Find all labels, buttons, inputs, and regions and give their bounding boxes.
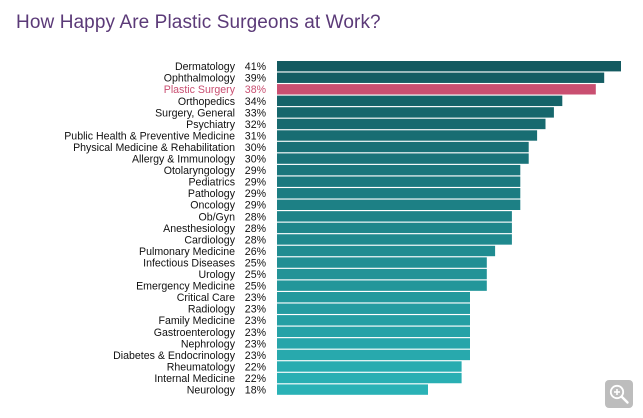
category-label-psychiatry: Psychiatry [186,119,236,131]
category-label-pulmonary-medicine: Pulmonary Medicine [139,246,235,258]
bar-diabetes-endocrinology [277,349,470,361]
bar-pediatrics [277,176,521,187]
category-label-ophthalmology: Ophthalmology [164,73,236,85]
chart-title: How Happy Are Plastic Surgeons at Work? [16,12,381,33]
category-label-infectious-diseases: Infectious Diseases [143,257,235,269]
bar-infectious-diseases [277,257,487,268]
bar-oncology [277,199,521,210]
bar-public-health-preventive-medicine [277,130,538,141]
category-label-radiology: Radiology [188,304,236,316]
value-label-radiology: 23% [245,304,267,316]
bar-rheumatology [277,361,462,372]
bar-anesthesiology [277,222,512,234]
category-label-neurology: Neurology [187,385,236,397]
category-label-ob-gyn: Ob/Gyn [198,211,235,223]
value-label-internal-medicine: 22% [245,373,267,385]
value-label-pediatrics: 29% [245,177,267,189]
value-label-physical-medicine-rehabilitation: 30% [245,142,267,154]
value-label-psychiatry: 32% [245,119,267,131]
category-label-cardiology: Cardiology [184,234,235,246]
value-label-critical-care: 23% [245,292,267,304]
category-label-nephrology: Nephrology [181,338,236,350]
category-label-orthopedics: Orthopedics [178,96,235,108]
value-label-rheumatology: 22% [245,361,267,373]
bar-allergy-immunology [277,153,529,164]
category-label-critical-care: Critical Care [177,292,235,304]
value-label-emergency-medicine: 25% [245,281,267,293]
category-label-anesthesiology: Anesthesiology [163,223,236,235]
value-label-orthopedics: 34% [245,96,267,108]
bar-pulmonary-medicine [277,245,496,257]
value-label-diabetes-endocrinology: 23% [245,350,267,362]
bar-otolaryngology [277,164,521,176]
value-label-family-medicine: 23% [245,315,267,327]
category-label-physical-medicine-rehabilitation: Physical Medicine & Rehabilitation [73,142,235,154]
value-label-cardiology: 28% [245,234,267,246]
value-label-ophthalmology: 39% [245,73,267,85]
category-label-pediatrics: Pediatrics [188,177,235,189]
bar-internal-medicine [277,372,462,384]
value-label-pulmonary-medicine: 26% [245,246,267,258]
bar-emergency-medicine [277,280,487,291]
category-label-urology: Urology [198,269,235,281]
zoom-in-icon [609,384,629,404]
category-label-public-health-preventive-medicine: Public Health & Preventive Medicine [64,130,235,142]
value-label-otolaryngology: 29% [245,165,267,177]
value-label-surgery-general: 33% [245,107,267,119]
bar-cardiology [277,234,512,245]
category-label-allergy-immunology: Allergy & Immunology [132,154,236,166]
bar-nephrology [277,338,470,349]
bar-orthopedics [277,95,563,107]
category-label-diabetes-endocrinology: Diabetes & Endocrinology [113,350,236,362]
category-label-oncology: Oncology [190,200,235,212]
bar-physical-medicine-rehabilitation [277,141,529,153]
bar-plastic-surgery [277,84,596,95]
category-label-gastroenterology: Gastroenterology [154,327,236,339]
bar-radiology [277,303,470,314]
bar-ob-gyn [277,211,512,222]
value-label-dermatology: 41% [245,61,267,73]
value-label-urology: 25% [245,269,267,281]
category-label-otolaryngology: Otolaryngology [164,165,236,177]
value-label-nephrology: 23% [245,338,267,350]
category-label-dermatology: Dermatology [175,61,236,73]
value-label-oncology: 29% [245,200,267,212]
category-label-rheumatology: Rheumatology [167,361,236,373]
bar-neurology [277,384,428,395]
bar-pathology [277,188,521,199]
value-label-public-health-preventive-medicine: 31% [245,130,267,142]
category-label-internal-medicine: Internal Medicine [154,373,235,385]
value-label-gastroenterology: 23% [245,327,267,339]
category-label-plastic-surgery: Plastic Surgery [164,84,236,96]
bar-psychiatry [277,118,546,130]
category-label-surgery-general: Surgery, General [155,107,235,119]
value-label-neurology: 18% [245,385,267,397]
bar-dermatology [277,61,621,72]
bar-critical-care [277,292,470,303]
value-label-ob-gyn: 28% [245,211,267,223]
value-label-anesthesiology: 28% [245,223,267,235]
zoom-button[interactable] [605,380,633,408]
category-label-family-medicine: Family Medicine [158,315,235,327]
bar-gastroenterology [277,326,470,338]
value-label-allergy-immunology: 30% [245,154,267,166]
bar-family-medicine [277,315,470,326]
value-label-plastic-surgery: 38% [245,84,267,96]
bar-urology [277,268,487,280]
bar-ophthalmology [277,72,605,83]
category-label-emergency-medicine: Emergency Medicine [136,281,235,293]
value-label-pathology: 29% [245,188,267,200]
bar-surgery-general [277,107,554,118]
category-label-pathology: Pathology [188,188,236,200]
value-label-infectious-diseases: 25% [245,257,267,269]
